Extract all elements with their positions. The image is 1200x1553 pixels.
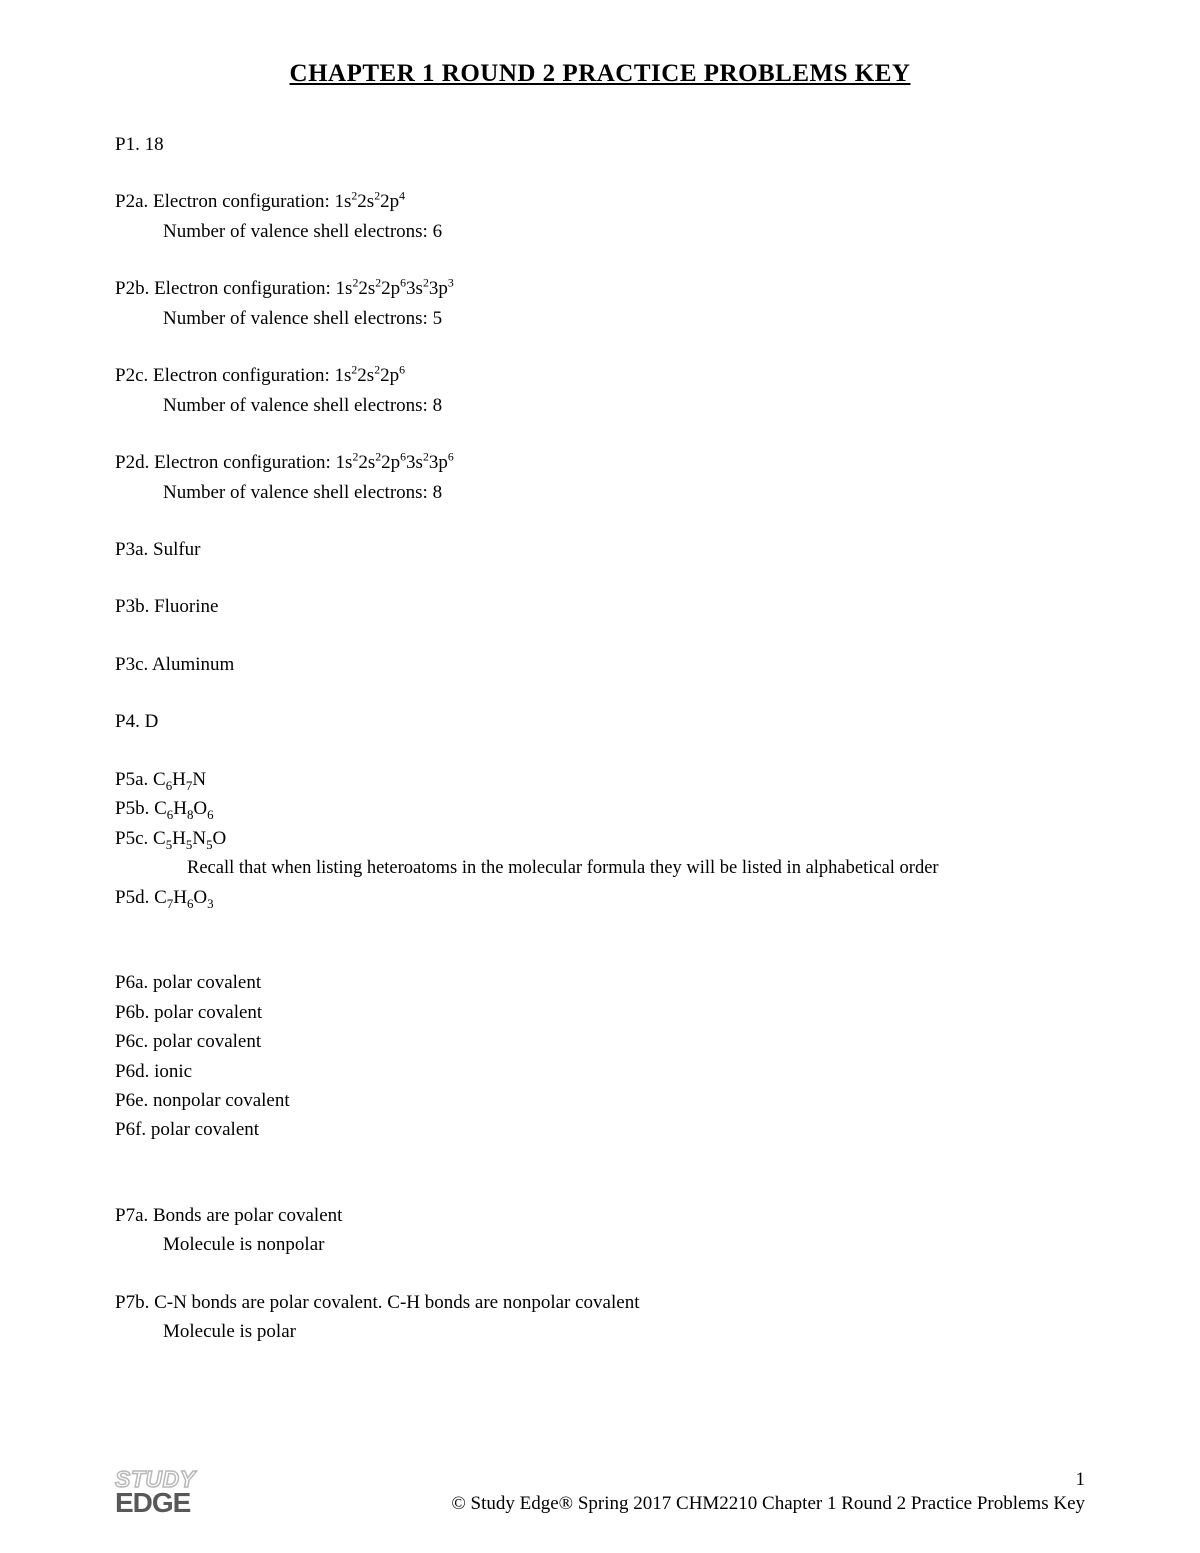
answer-p7a-molecule: Molecule is nonpolar (115, 1230, 1085, 1259)
answer-p2a-config: P2a. Electron configuration: 1s22s22p4 (115, 187, 1085, 216)
answer-p5a: P5a. C6H7N (115, 765, 1085, 794)
footer-text: 1 © Study Edge® Spring 2017 CHM2210 Chap… (451, 1469, 1085, 1515)
answer-p6d: P6d. ionic (115, 1057, 1085, 1086)
note-heteroatoms: Recall that when listing heteroatoms in … (115, 855, 1085, 883)
answer-p6f: P6f. polar covalent (115, 1115, 1085, 1144)
answer-p7b-molecule: Molecule is polar (115, 1317, 1085, 1346)
study-edge-logo: STUDY EDGE (115, 1469, 195, 1515)
footer: STUDY EDGE 1 © Study Edge® Spring 2017 C… (115, 1469, 1085, 1515)
answer-p6b: P6b. polar covalent (115, 998, 1085, 1027)
answer-p6c: P6c. polar covalent (115, 1027, 1085, 1056)
page-number: 1 (451, 1469, 1085, 1491)
logo-bottom-text: EDGE (115, 1490, 195, 1515)
answer-p3c: P3c. Aluminum (115, 650, 1085, 679)
answer-p2d-valence: Number of valence shell electrons: 8 (115, 478, 1085, 507)
answer-p2c-config: P2c. Electron configuration: 1s22s22p6 (115, 361, 1085, 390)
answer-p2d-config: P2d. Electron configuration: 1s22s22p63s… (115, 448, 1085, 477)
answer-p2b-valence: Number of valence shell electrons: 5 (115, 304, 1085, 333)
answer-p2b-config: P2b. Electron configuration: 1s22s22p63s… (115, 274, 1085, 303)
answer-p3a: P3a. Sulfur (115, 535, 1085, 564)
answer-p4: P4. D (115, 707, 1085, 736)
page-title: CHAPTER 1 ROUND 2 PRACTICE PROBLEMS KEY (115, 60, 1085, 88)
answer-p6a: P6a. polar covalent (115, 968, 1085, 997)
answer-p5c: P5c. C5H5N5O (115, 824, 1085, 853)
answer-p3b: P3b. Fluorine (115, 592, 1085, 621)
answer-p5b: P5b. C6H8O6 (115, 794, 1085, 823)
copyright-text: © Study Edge® Spring 2017 CHM2210 Chapte… (451, 1493, 1085, 1514)
answer-p1: P1. 18 (115, 130, 1085, 159)
answer-p5d: P5d. C7H6O3 (115, 883, 1085, 912)
answer-p2c-valence: Number of valence shell electrons: 8 (115, 391, 1085, 420)
answer-p7b-bonds: P7b. C-N bonds are polar covalent. C-H b… (115, 1288, 1085, 1317)
answer-p2a-valence: Number of valence shell electrons: 6 (115, 217, 1085, 246)
answer-p7a-bonds: P7a. Bonds are polar covalent (115, 1201, 1085, 1230)
answer-p6e: P6e. nonpolar covalent (115, 1086, 1085, 1115)
